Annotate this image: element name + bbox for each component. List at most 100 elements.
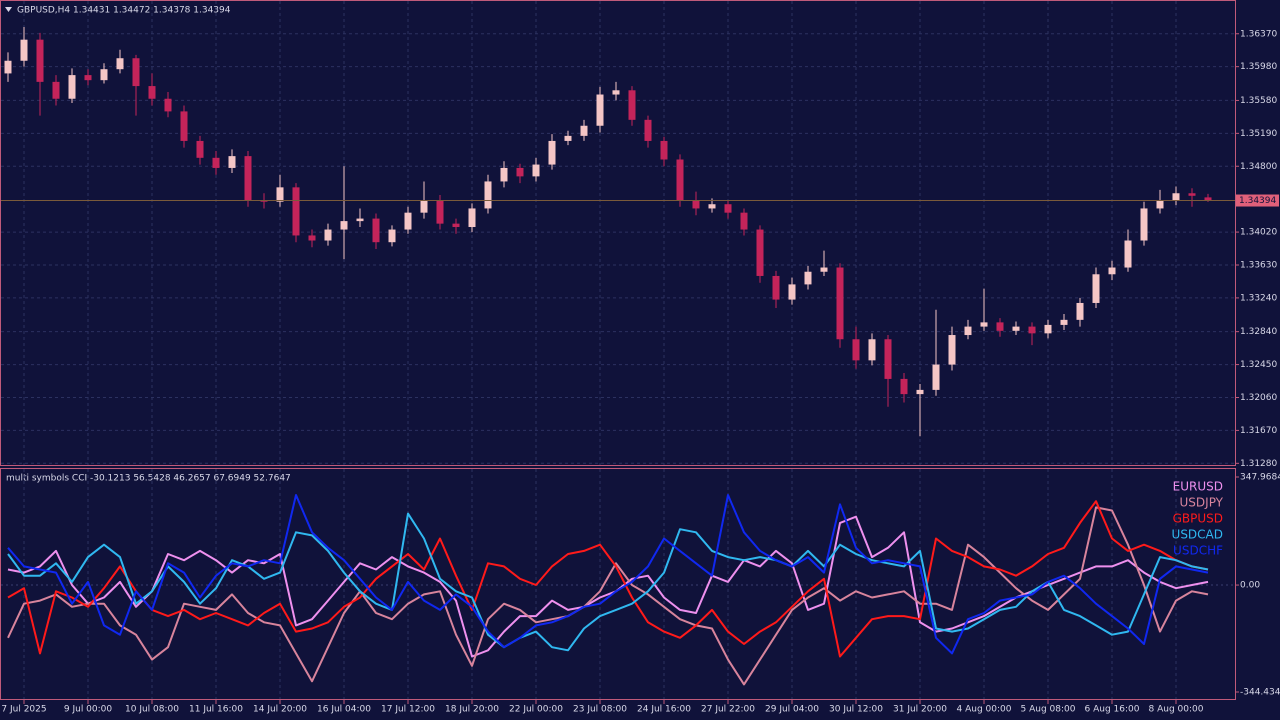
candle-body	[964, 326, 972, 336]
candle-body	[1156, 200, 1164, 209]
x-tick-label: 6 Aug 16:00	[1085, 705, 1140, 715]
y-tick-label: 1.36370	[1240, 29, 1277, 39]
candle-body	[692, 200, 700, 209]
candle-body	[212, 157, 220, 168]
x-tick-label: 8 Aug 00:00	[1149, 705, 1204, 715]
series-line	[7, 494, 1209, 655]
candle-body	[1188, 193, 1196, 196]
candle-body	[84, 75, 92, 81]
candle-body	[452, 223, 460, 228]
candle-body	[724, 204, 732, 213]
legend-entry: USDCHF	[1173, 544, 1223, 558]
y-tick-label: 1.31670	[1240, 426, 1277, 436]
candle-body	[1076, 302, 1084, 320]
x-tick-label: 22 Jul 00:00	[509, 705, 563, 715]
series-line	[7, 506, 1209, 686]
x-tick-label: 23 Jul 08:00	[573, 705, 627, 715]
y-tick-label: 1.32450	[1240, 360, 1277, 370]
candle-body	[1140, 208, 1148, 241]
y-tick-label: 1.33630	[1240, 260, 1277, 270]
candle-body	[100, 69, 108, 81]
candle-body	[68, 75, 76, 99]
indicator-title: multi symbols CCI -30.1213 56.5428 46.26…	[6, 474, 291, 484]
candle-body	[996, 322, 1004, 331]
current-price-box	[1236, 194, 1279, 207]
candle-body	[116, 58, 124, 70]
candle-body	[1060, 319, 1068, 325]
candle-body	[500, 167, 508, 182]
x-tick-label: 9 Jul 00:00	[64, 705, 113, 715]
candle-body	[228, 156, 236, 168]
x-tick-label: 31 Jul 20:00	[893, 705, 947, 715]
candle-body	[548, 140, 556, 165]
candle-body	[1012, 326, 1020, 331]
candle-body	[1092, 274, 1100, 303]
x-tick-label: 16 Jul 04:00	[317, 705, 371, 715]
candle-body	[820, 267, 828, 272]
x-tick-label: 27 Jul 22:00	[701, 705, 755, 715]
candle-body	[980, 322, 988, 327]
candle-body	[932, 364, 940, 390]
x-tick-label: 10 Jul 08:00	[125, 705, 179, 715]
y-tick-label: 1.35190	[1240, 129, 1277, 139]
x-tick-label: 11 Jul 16:00	[189, 705, 243, 715]
candle-body	[852, 339, 860, 361]
candle-body	[948, 335, 956, 365]
candle-body	[20, 39, 28, 61]
candle-body	[900, 378, 908, 395]
candle-body	[612, 90, 620, 95]
candle-body	[420, 200, 428, 213]
candle-body	[468, 208, 476, 228]
y-tick-label: 347.9684	[1240, 473, 1280, 483]
candle-body	[756, 229, 764, 276]
y-tick-label: 1.35980	[1240, 62, 1277, 72]
candle-body	[356, 218, 364, 222]
candle-body	[1204, 197, 1212, 201]
y-tick-label: 0.00	[1240, 581, 1260, 591]
collapse-arrow[interactable]	[5, 7, 12, 12]
candle-body	[404, 212, 412, 230]
x-tick-label: 7 Jul 2025	[1, 705, 46, 715]
current-price-label: 1.34394	[1239, 196, 1276, 206]
candle-body	[564, 135, 572, 141]
candle-body	[4, 60, 12, 74]
x-tick-label: 18 Jul 20:00	[445, 705, 499, 715]
candle-body	[516, 167, 524, 177]
candle-body	[788, 284, 796, 300]
y-tick-label: 1.35580	[1240, 96, 1277, 106]
price-panel-frame	[0, 0, 1236, 466]
candle-body	[580, 125, 588, 136]
y-tick-label: 1.34020	[1240, 228, 1277, 238]
price-title: GBPUSD,H4 1.34431 1.34472 1.34378 1.3439…	[17, 6, 231, 16]
candle-body	[676, 159, 684, 201]
legend-entry: USDJPY	[1180, 496, 1224, 510]
candle-body	[276, 187, 284, 202]
candle-body	[596, 94, 604, 126]
candle-body	[772, 275, 780, 300]
x-tick-label: 29 Jul 04:00	[765, 705, 819, 715]
candle-body	[868, 339, 876, 361]
candle-body	[1044, 324, 1052, 334]
y-tick-label: 1.31280	[1240, 459, 1277, 469]
y-tick-label: -344.4346	[1240, 688, 1280, 698]
legend-entry: EURUSD	[1173, 480, 1223, 494]
y-tick-label: 1.34800	[1240, 162, 1277, 172]
x-tick-label: 14 Jul 20:00	[253, 705, 307, 715]
x-tick-label: 17 Jul 12:00	[381, 705, 435, 715]
candle-body	[244, 156, 252, 201]
x-tick-label: 30 Jul 12:00	[829, 705, 883, 715]
candle-body	[36, 39, 44, 82]
y-tick-label: 1.32060	[1240, 393, 1277, 403]
candle-body	[804, 271, 812, 285]
candle-body	[324, 229, 332, 241]
candle-body	[532, 164, 540, 177]
candle-body	[740, 212, 748, 230]
series-line	[7, 500, 1209, 658]
candle-body	[836, 267, 844, 340]
candle-body	[196, 140, 204, 158]
candle-body	[292, 187, 300, 236]
